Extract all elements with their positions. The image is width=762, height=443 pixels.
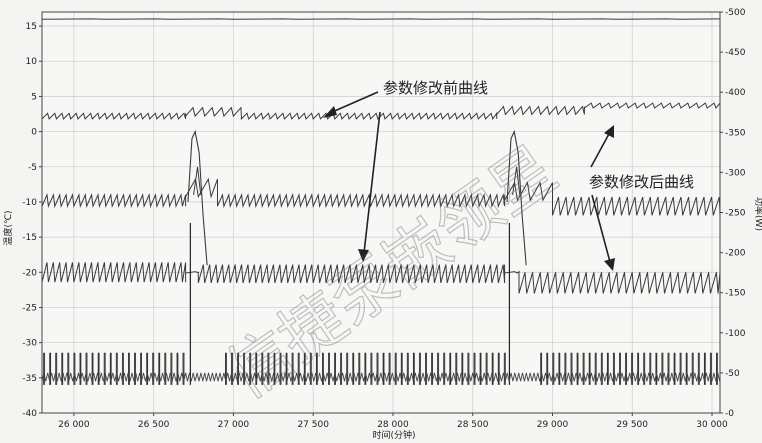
x-tick-label: 26 500 (138, 420, 170, 430)
plot-area (42, 12, 720, 413)
defrost-spike-1 (506, 129, 527, 266)
x-tick-label: 27 500 (297, 420, 329, 430)
defrost-peak-1 (512, 166, 521, 195)
x-tick-label: 30 000 (696, 420, 728, 430)
y-left-tick-label: -30 (22, 339, 37, 349)
y-left-tick-label: -20 (22, 268, 37, 278)
annotation-arrow-1 (329, 91, 379, 114)
x-tick-label: 26 000 (58, 420, 90, 430)
x-tick-label: 29 500 (617, 420, 649, 430)
y-left-axis-title: 温度(℃) (2, 210, 14, 245)
annotation-arrow-4 (591, 194, 611, 263)
y-right-axis-title: 功率(W) (753, 197, 762, 231)
y-right-tick-label: -500 (725, 8, 746, 18)
y-left-tick-label: -35 (22, 374, 37, 384)
y-right-tick-label: -350 (725, 128, 746, 138)
x-tick-label: 28 000 (377, 420, 409, 430)
y-left-tick-label: 15 (26, 22, 37, 32)
power-pulses (43, 352, 718, 385)
grid (42, 12, 720, 414)
annotations: 参数修改前曲线 参数修改后曲线 (323, 79, 694, 271)
y-left-tick-label: -40 (22, 409, 37, 419)
y-right-tick-label: -100 (725, 329, 746, 339)
series-line-s4 (41, 262, 721, 294)
y-right-tick-label: -450 (725, 48, 746, 58)
defrost-peak-0 (193, 166, 202, 195)
annotation-arrowhead-4 (604, 258, 615, 271)
x-tick-label: 29 000 (537, 420, 569, 430)
power-baseline (41, 372, 721, 382)
x-axis-title: 时间(分钟) (372, 429, 415, 441)
y-right-tick-label: -200 (725, 249, 746, 259)
y-left-tick-label: -5 (28, 163, 37, 173)
y-right-tick-label: -300 (725, 168, 746, 178)
y-left-tick-label: -25 (22, 303, 37, 313)
y-right-tick-label: -150 (725, 289, 746, 299)
annotation-arrowhead-2 (358, 249, 369, 262)
series-line-s2 (41, 101, 721, 121)
x-tick-label: 28 500 (457, 420, 489, 430)
annotation-arrowhead-1 (323, 106, 337, 118)
axes (39, 11, 723, 416)
y-right-tick-label: -50 (725, 369, 740, 379)
y-left-tick-label: 10 (26, 57, 38, 67)
y-left-tick-label: -10 (22, 198, 37, 208)
tick-labels: -40-35-30-25-20-15-10-5051015-0-50-100-1… (22, 8, 745, 430)
x-tick-label: 27 000 (218, 420, 250, 430)
y-left-tick-label: -15 (22, 233, 37, 243)
annotation-arrow-3 (590, 131, 611, 168)
y-left-tick-label: 0 (31, 128, 37, 138)
annotation-arrowhead-3 (604, 125, 614, 138)
defrost-spike-0 (187, 129, 208, 266)
series-layer (41, 18, 721, 385)
annotation-after: 参数修改后曲线 (589, 173, 694, 191)
annotation-before: 参数修改前曲线 (383, 79, 488, 97)
y-right-tick-label: -400 (725, 88, 746, 98)
y-left-tick-label: 5 (31, 92, 37, 102)
y-right-tick-label: -250 (725, 209, 746, 219)
y-right-tick-label: -0 (725, 409, 734, 419)
annotation-arrow-2 (363, 111, 381, 254)
